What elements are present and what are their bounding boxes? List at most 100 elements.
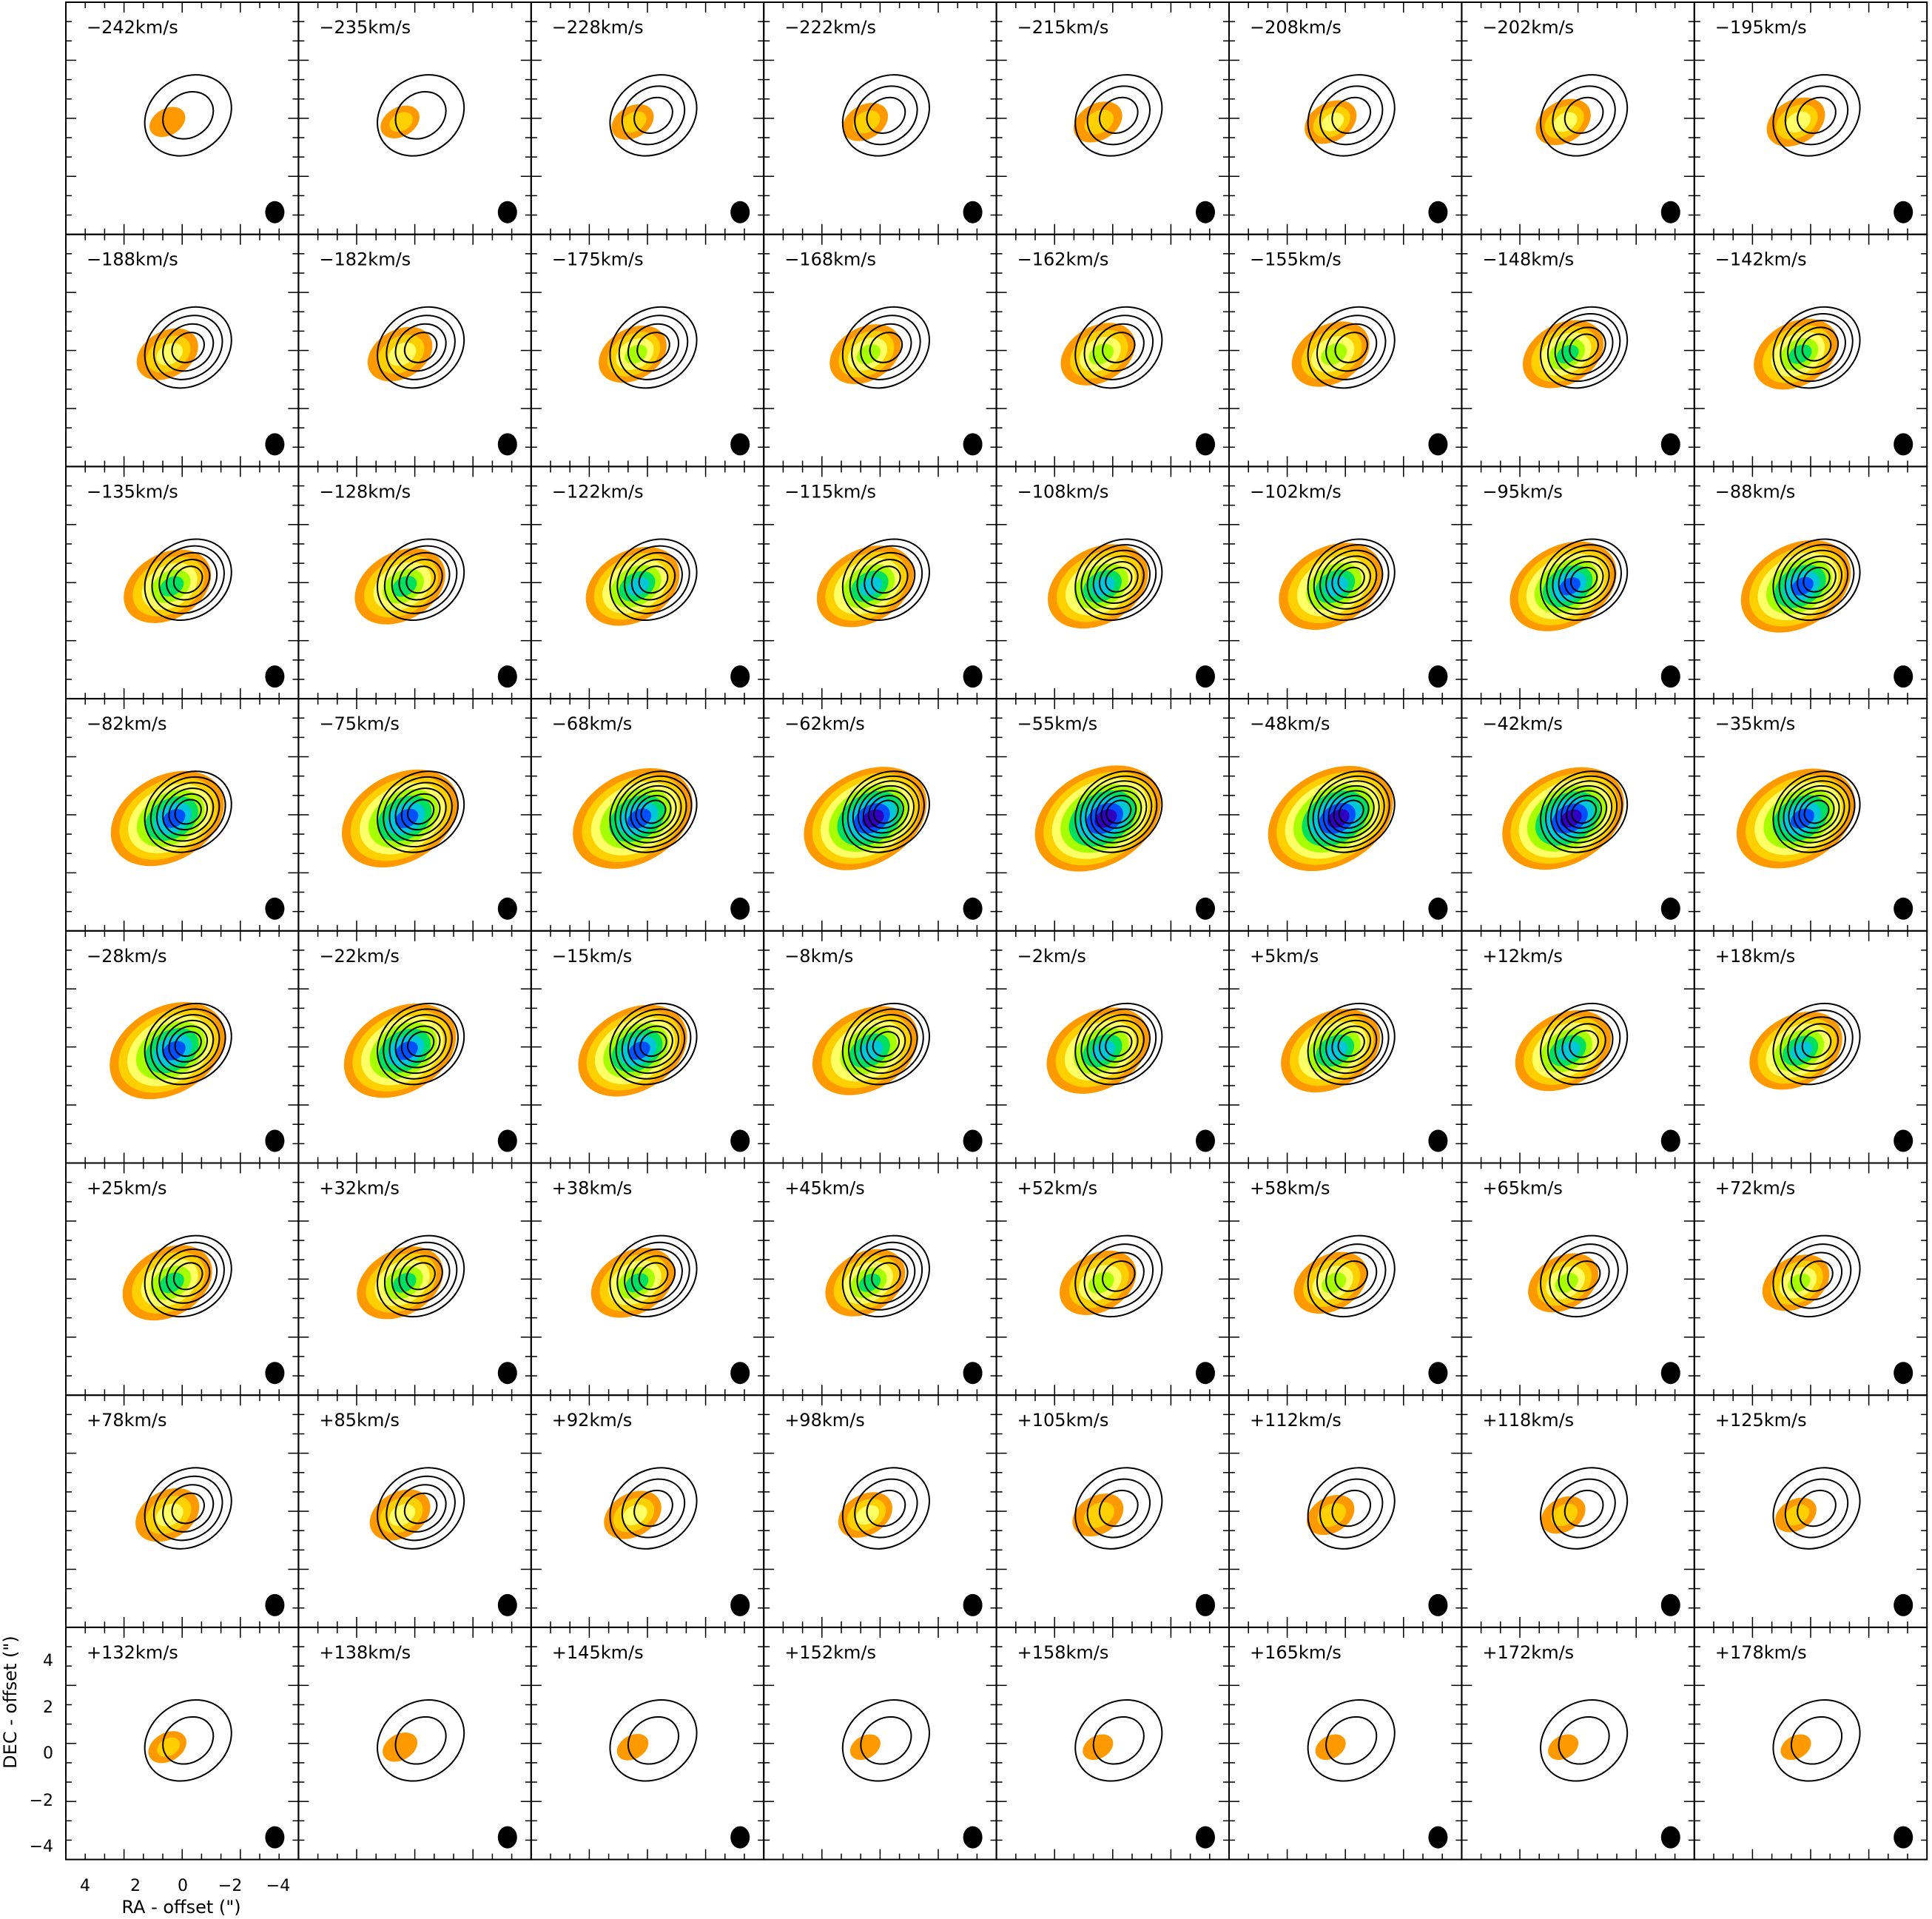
velocity-label: −122km/s: [552, 481, 644, 502]
emission-blob: [1083, 1502, 1114, 1528]
beam-ellipse: [265, 1362, 285, 1385]
contour-line: [1803, 566, 1831, 593]
channel-panel: −22km/s: [297, 930, 532, 1164]
contour-line: [1540, 1467, 1629, 1550]
emission-blob: [621, 111, 647, 133]
channel-panel: −8km/s: [763, 930, 997, 1164]
velocity-label: −175km/s: [552, 249, 644, 270]
contour-line: [864, 1255, 909, 1297]
velocity-label: +178km/s: [1715, 1642, 1807, 1663]
beam-ellipse: [497, 1362, 517, 1385]
velocity-label: −42km/s: [1482, 713, 1563, 734]
contour-line: [1561, 1023, 1606, 1065]
channel-panel: +98km/s: [763, 1394, 997, 1628]
contour-line: [1083, 315, 1154, 380]
beam-ellipse: [265, 201, 285, 224]
channel-panel: −182km/s: [297, 233, 532, 468]
beam-ellipse: [1428, 433, 1448, 456]
channel-panel: −215km/s: [995, 1, 1230, 235]
channel-panel: +145km/s: [530, 1626, 765, 1861]
contour-line: [633, 1489, 673, 1528]
velocity-label: +145km/s: [552, 1642, 644, 1663]
contour-line: [166, 1255, 211, 1297]
beam-ellipse: [730, 665, 750, 688]
beam-ellipse: [963, 1362, 983, 1385]
beam-ellipse: [497, 1129, 517, 1152]
channel-panel: −188km/s: [65, 233, 300, 468]
contour-line: [398, 1255, 443, 1297]
channel-panel: −128km/s: [297, 466, 532, 700]
beam-ellipse: [963, 1593, 983, 1616]
channel-panel: +45km/s: [763, 1162, 997, 1397]
beam-ellipse: [730, 201, 750, 224]
channel-panel: +178km/s: [1693, 1626, 1928, 1861]
contour-line: [1092, 555, 1145, 605]
beam-ellipse: [1428, 201, 1448, 224]
contour-line: [377, 74, 465, 157]
contour-line: [388, 1014, 453, 1075]
channel-panel: +158km/s: [995, 1626, 1230, 1861]
contour-line: [388, 782, 453, 842]
contour-line: [864, 559, 909, 601]
contour-line: [1797, 96, 1837, 134]
emission-blob: [149, 107, 186, 138]
contour-line: [1794, 326, 1840, 369]
contour-line: [609, 1234, 698, 1318]
beam-ellipse: [1196, 1129, 1215, 1152]
emission-blob: [1317, 1502, 1347, 1528]
contour-line: [1772, 1698, 1861, 1782]
velocity-label: +158km/s: [1017, 1642, 1109, 1663]
channel-panel: −102km/s: [1228, 466, 1463, 700]
contour-line: [168, 1025, 209, 1063]
contour-line: [383, 1008, 459, 1080]
contour-line: [866, 1489, 906, 1528]
beam-ellipse: [730, 897, 750, 920]
contour-line: [1554, 320, 1614, 375]
velocity-label: −15km/s: [552, 946, 633, 967]
contour-line: [405, 1262, 436, 1291]
contour-line: [394, 1484, 447, 1533]
channel-panel: +92km/s: [530, 1394, 765, 1628]
contour-line: [860, 1715, 912, 1765]
contour-line: [1772, 1234, 1861, 1318]
channel-panel: +165km/s: [1228, 1626, 1463, 1861]
contour-line: [1801, 333, 1832, 362]
channel-panel: +25km/s: [65, 1162, 300, 1397]
emission-blob: [1325, 1041, 1348, 1061]
contour-line: [1325, 1251, 1378, 1301]
contour-line: [1074, 1234, 1163, 1318]
y-tick-label: 4: [43, 1652, 53, 1670]
channel-panel: −202km/s: [1461, 1, 1695, 235]
contour-line: [1105, 566, 1133, 593]
beam-ellipse: [265, 1129, 285, 1152]
channel-panel: +105km/s: [995, 1394, 1230, 1628]
velocity-label: −155km/s: [1250, 249, 1342, 270]
contour-line: [848, 1008, 924, 1080]
contour-line: [1337, 566, 1365, 593]
beam-ellipse: [1196, 433, 1215, 456]
channel-panel: +58km/s: [1228, 1162, 1463, 1397]
velocity-label: −95km/s: [1482, 481, 1563, 502]
velocity-label: +12km/s: [1482, 946, 1563, 967]
beam-ellipse: [497, 665, 517, 688]
beam-ellipse: [730, 1362, 750, 1385]
contour-line: [1307, 770, 1396, 853]
contour-line: [1095, 790, 1142, 834]
beam-ellipse: [1428, 1129, 1448, 1152]
velocity-label: +98km/s: [784, 1410, 865, 1431]
channel-panel: −48km/s: [1228, 698, 1463, 932]
contour-line: [1331, 1025, 1372, 1063]
channel-panel: −148km/s: [1461, 233, 1695, 468]
channel-panel: +72km/s: [1693, 1162, 1928, 1397]
contour-line: [841, 770, 930, 853]
beam-ellipse: [1196, 1826, 1215, 1849]
emission-blob: [1315, 1734, 1346, 1761]
contour-line: [152, 1475, 223, 1542]
contour-line: [621, 1014, 686, 1075]
contour-line: [394, 323, 447, 372]
contour-line: [1098, 96, 1139, 134]
velocity-label: +52km/s: [1017, 1178, 1098, 1199]
channel-panel: −95km/s: [1461, 466, 1695, 700]
beam-ellipse: [1660, 897, 1680, 920]
contour-line: [158, 551, 218, 608]
